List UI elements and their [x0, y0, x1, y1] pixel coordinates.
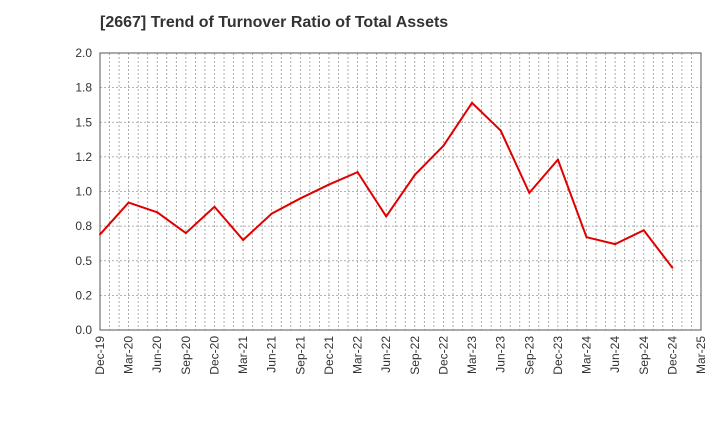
data-point	[156, 211, 159, 214]
grid-lines	[100, 53, 701, 330]
data-point	[413, 173, 416, 176]
y-tick-label: 0.0	[75, 323, 92, 337]
y-axis-tick-labels: 0.0 0.2 0.5 0.8 1.0 1.2 1.5 1.8 2.0	[75, 46, 92, 337]
x-tick-label: Jun-23	[494, 336, 508, 373]
x-tick-label: Dec-22	[436, 336, 450, 375]
x-tick-label: Mar-20	[122, 336, 136, 374]
data-point	[442, 144, 445, 147]
x-axis-tick-labels: Dec-19 Mar-20 Jun-20 Sep-20 Dec-20 Mar-21 Jun-…	[93, 336, 708, 375]
data-point	[270, 212, 273, 215]
data-point	[213, 205, 216, 208]
data-point	[614, 243, 617, 246]
y-tick-label: 0.8	[75, 219, 92, 233]
x-tick-label: Mar-24	[580, 336, 594, 374]
x-tick-label: Dec-19	[93, 336, 107, 375]
x-tick-label: Sep-23	[522, 336, 536, 375]
data-point	[385, 215, 388, 218]
y-tick-label: 0.5	[75, 254, 92, 268]
x-tick-label: Jun-22	[379, 336, 393, 373]
data-point	[184, 232, 187, 235]
x-tick-label: Mar-23	[465, 336, 479, 374]
x-tick-label: Dec-20	[207, 336, 221, 375]
y-tick-label: 1.5	[75, 115, 92, 129]
y-tick-label: 1.0	[75, 185, 92, 199]
x-tick-label: Mar-21	[236, 336, 250, 374]
x-tick-label: Mar-25	[694, 336, 708, 374]
y-tick-label: 2.0	[75, 46, 92, 60]
data-point	[299, 197, 302, 200]
plot-area-border	[99, 52, 702, 331]
data-point	[499, 129, 502, 132]
x-tick-label: Sep-24	[637, 336, 651, 375]
x-tick-label: Sep-20	[179, 336, 193, 375]
x-tick-label: Sep-22	[408, 336, 422, 375]
data-point	[642, 229, 645, 232]
data-point	[242, 238, 245, 241]
data-point	[99, 233, 101, 236]
x-tick-label: Sep-21	[293, 336, 307, 375]
x-tick-label: Dec-23	[551, 336, 565, 375]
data-point	[585, 236, 588, 239]
y-tick-label: 0.2	[75, 288, 92, 302]
data-point	[671, 266, 674, 269]
y-tick-label: 1.2	[75, 150, 92, 164]
x-tick-label: Jun-21	[265, 336, 279, 373]
data-point	[528, 191, 531, 194]
x-tick-label: Mar-22	[351, 336, 365, 374]
data-point	[127, 201, 130, 204]
x-tick-label: Dec-21	[322, 336, 336, 375]
data-point	[356, 171, 359, 174]
chart-title: [2667] Trend of Turnover Ratio of Total …	[100, 14, 449, 31]
y-tick-label: 1.8	[75, 81, 92, 95]
data-point	[327, 183, 330, 186]
x-tick-label: Jun-20	[150, 336, 164, 373]
data-point	[471, 101, 474, 104]
series-layer	[99, 101, 674, 269]
x-tick-label: Jun-24	[608, 336, 622, 373]
data-point	[556, 158, 559, 161]
x-tick-label: Dec-24	[665, 336, 679, 375]
